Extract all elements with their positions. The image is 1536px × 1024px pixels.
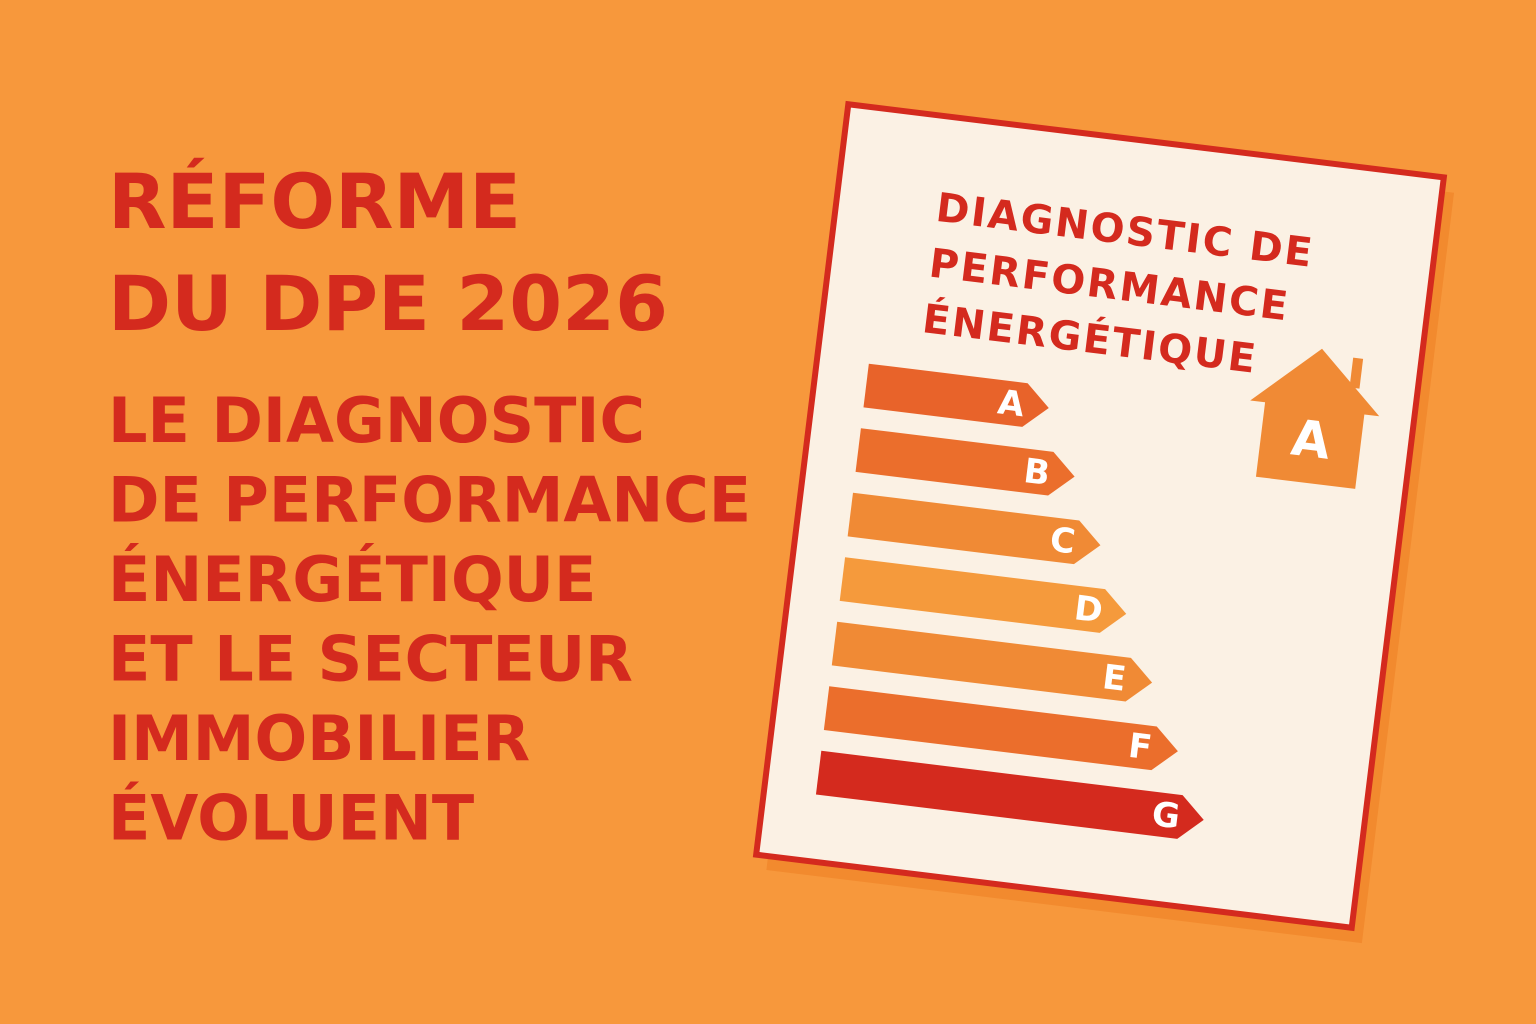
rating-bar <box>839 557 1127 633</box>
rating-bar <box>847 492 1101 565</box>
rating-bar <box>863 363 1049 427</box>
rating-label: G <box>1150 794 1183 837</box>
rating-bar <box>855 428 1075 496</box>
subtitle-line: LE DIAGNOSTIC <box>108 384 645 457</box>
rating-label: E <box>1100 657 1128 700</box>
rating-label: B <box>1022 451 1053 494</box>
house-icon: A <box>1250 348 1380 489</box>
rating-label: D <box>1072 588 1105 631</box>
rating-label: A <box>996 382 1028 425</box>
rating-bar <box>831 621 1153 702</box>
subtitle-line: ET LE SECTEUR <box>108 623 633 696</box>
subtitle-line: ÉNERGÉTIQUE <box>108 543 596 616</box>
rating-label: F <box>1126 726 1154 769</box>
subtitle-line: IMMOBILIER <box>108 702 530 775</box>
rating-bar <box>823 686 1178 771</box>
dpe-card: A DIAGNOSTIC DEPERFORMANCEÉNERGÉTIQUEABC… <box>752 100 1455 944</box>
house-shape <box>1250 348 1380 489</box>
subtitle-line: ÉVOLUENT <box>108 782 474 855</box>
house-chimney <box>1349 357 1364 389</box>
title-line: RÉFORME <box>108 157 521 246</box>
subtitle-line: DE PERFORMANCE <box>108 464 751 537</box>
rating-label: C <box>1048 520 1078 563</box>
title-line: DU DPE 2026 <box>108 259 668 348</box>
house-label: A <box>1288 408 1334 470</box>
rating-bar <box>815 750 1204 839</box>
